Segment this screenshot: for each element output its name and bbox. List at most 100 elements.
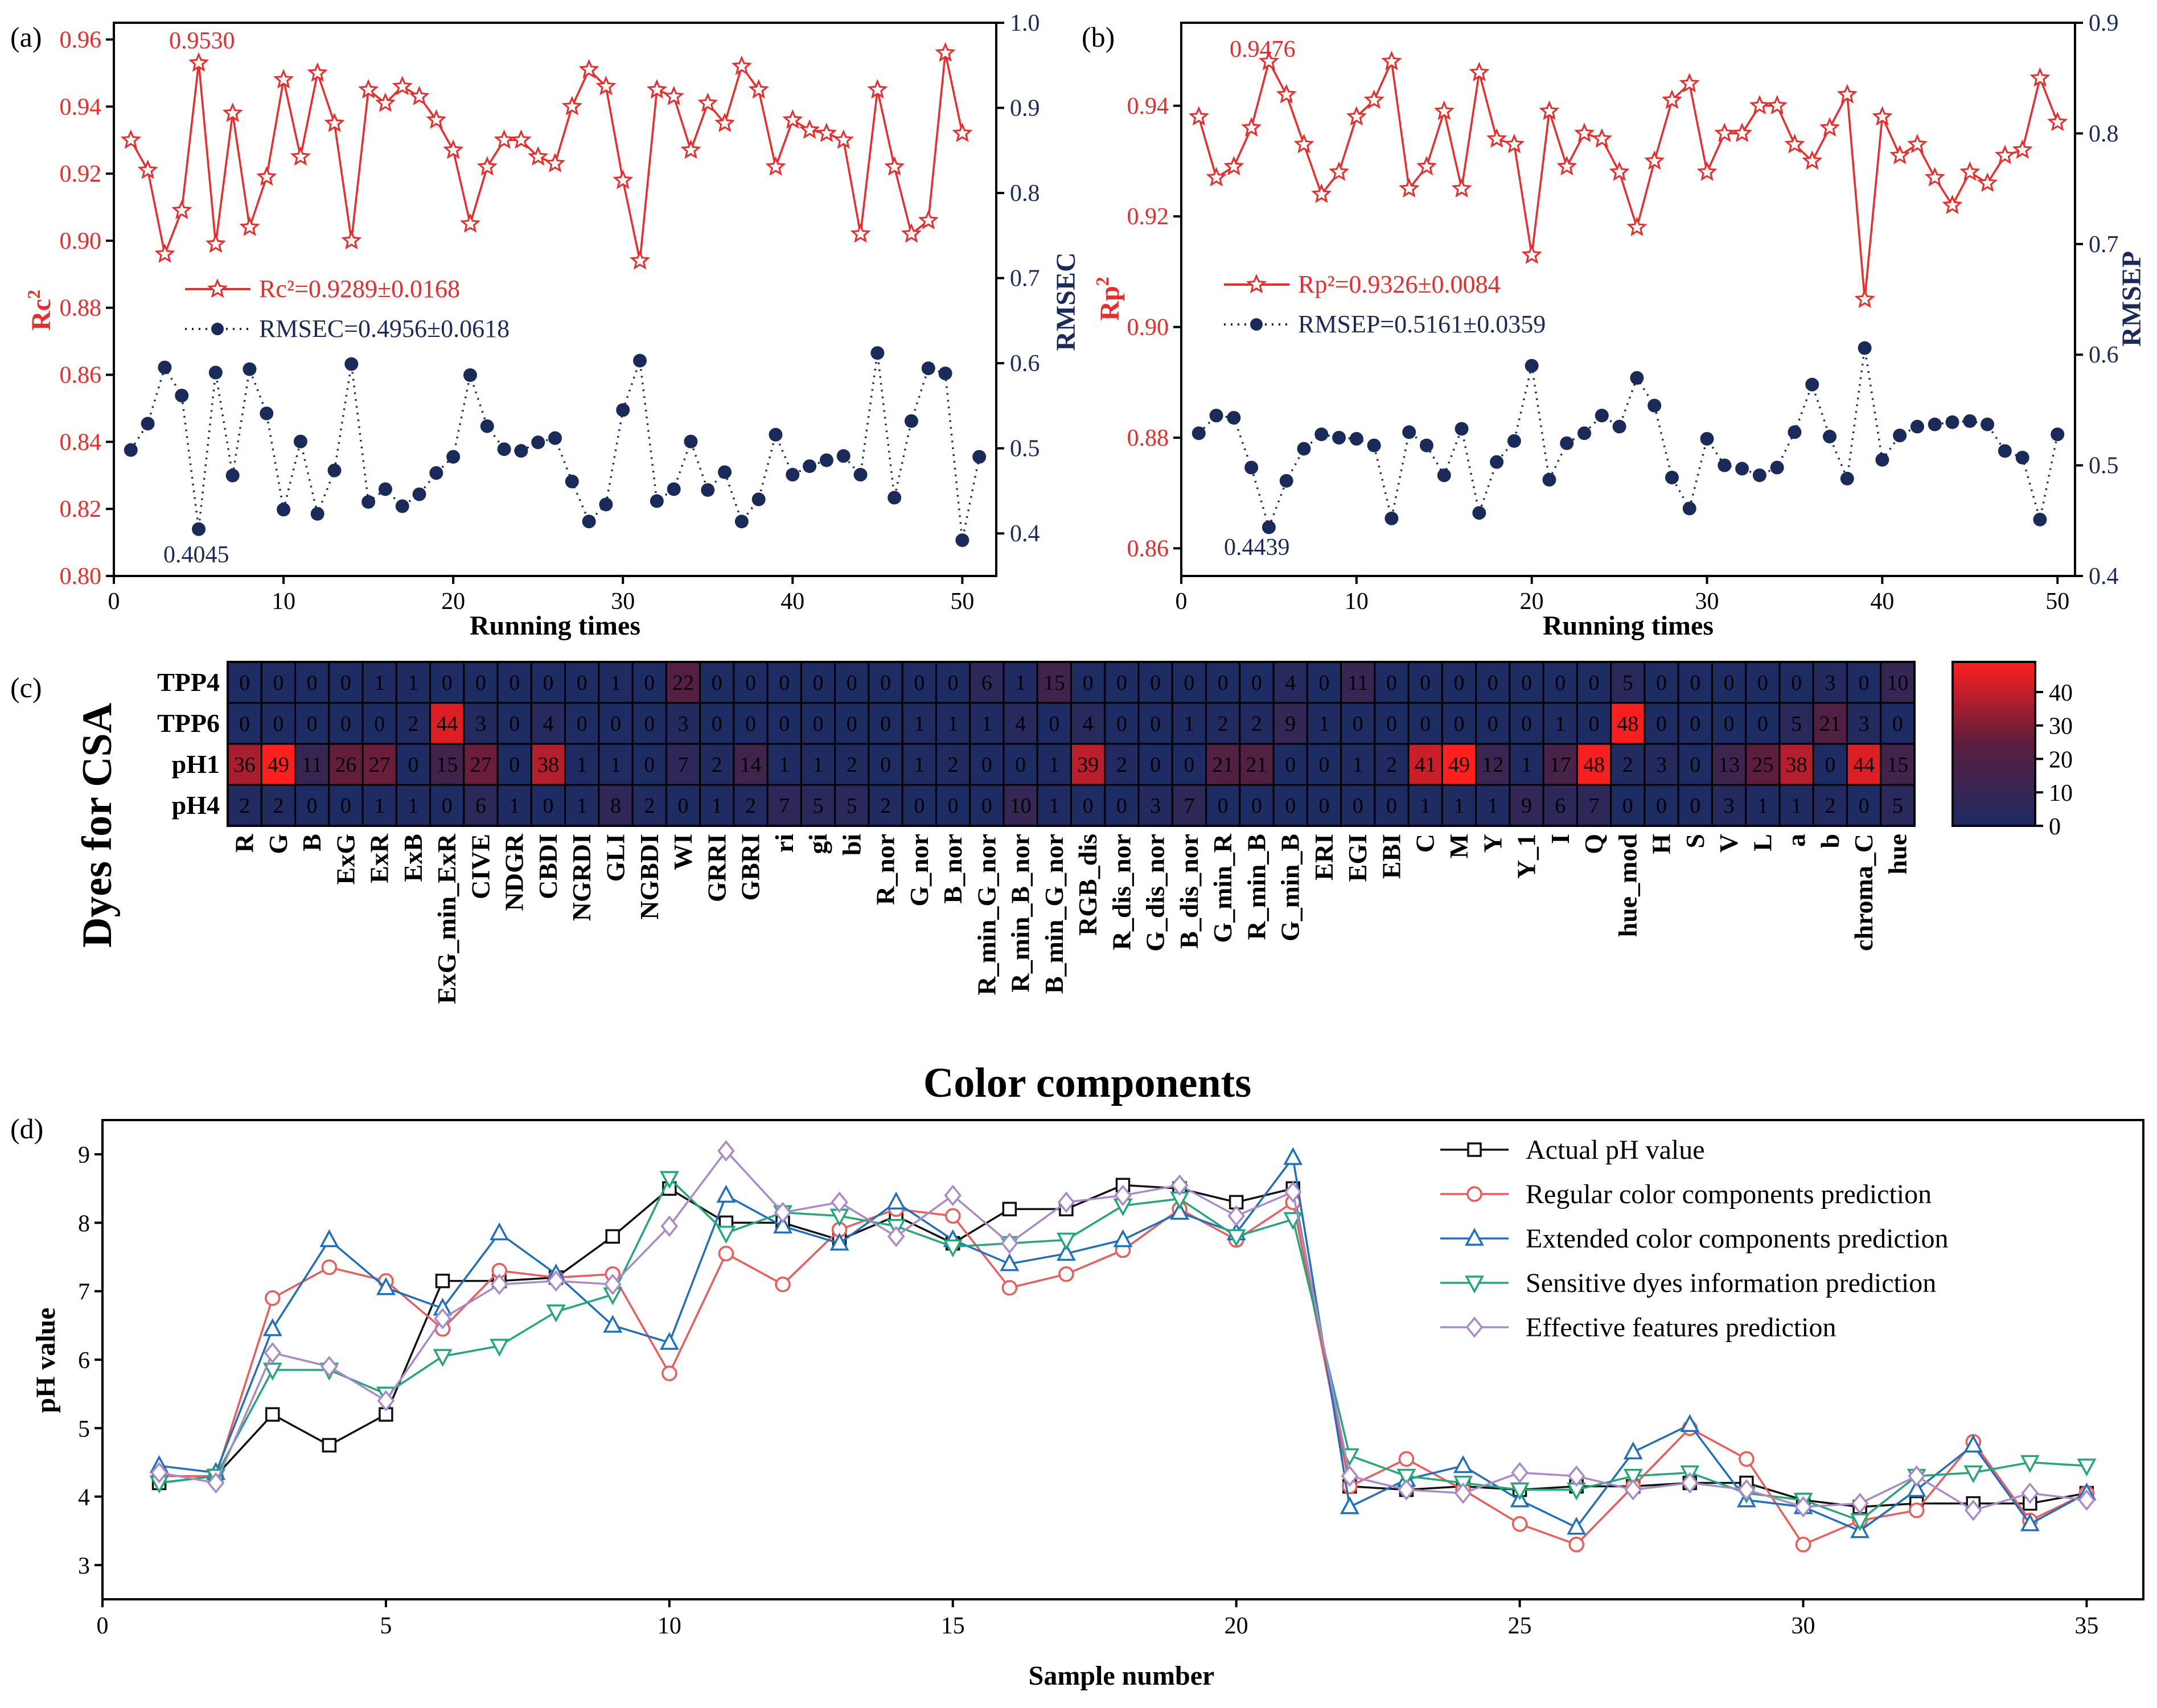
chart-b-point-left — [1944, 197, 1961, 212]
chart-a-point-left — [462, 216, 479, 231]
chart-a-xtick-label: 0 — [108, 588, 120, 615]
chart-b-point-right — [1805, 378, 1819, 392]
chart-a-point-right — [243, 363, 256, 376]
chart-d-point — [266, 1408, 279, 1421]
chart-b-point-left — [1471, 64, 1488, 80]
heatmap-column-label: NDGR — [500, 833, 529, 911]
chart-a-point-right — [463, 368, 477, 382]
chart-b-point-right — [1262, 520, 1276, 534]
chart-a-point-left — [139, 162, 156, 177]
chart-b-point-right — [1735, 462, 1749, 475]
chart-a-point-right — [684, 435, 697, 448]
chart-a-ytick-left-label: 0.80 — [60, 563, 102, 590]
chart-d-legend: Actual pH valueRegular color components … — [1440, 1135, 1948, 1343]
heatmap-cell-value: 1 — [577, 794, 587, 818]
chart-d-legend-marker — [1468, 1143, 1481, 1156]
chart-b-ytick-right-label: 0.5 — [2089, 453, 2119, 479]
chart-a-point-right — [972, 450, 986, 464]
heatmap-row-label: pH1 — [172, 750, 220, 779]
heatmap-column-label: RGB_dis — [1073, 834, 1102, 936]
heatmap-cell-value: 2 — [948, 753, 959, 777]
heatmap-cell-value: 0 — [1318, 671, 1329, 695]
chart-d-xtick-label: 10 — [658, 1613, 681, 1639]
chart-b-ytick-right-label: 0.9 — [2089, 10, 2119, 36]
chart-b-point-right — [1875, 453, 1889, 467]
heatmap-cell-value: 0 — [1859, 671, 1870, 695]
chart-a-point-right — [498, 442, 511, 456]
chart-a-point-left — [309, 64, 326, 80]
chart-a-point-left — [784, 112, 801, 127]
heatmap-cell-value: 0 — [1622, 794, 1633, 818]
heatmap-cell-value: 1 — [408, 794, 418, 818]
heatmap-cell-value: 14 — [740, 753, 762, 777]
chart-b-point-right — [1244, 460, 1258, 474]
heatmap-cell-value: 0 — [1420, 712, 1431, 736]
chart-a-line-right — [131, 353, 979, 540]
chart-b-ylabel-right: RMSEP — [2117, 251, 2147, 347]
heatmap-column-label: chroma_C — [1849, 834, 1878, 951]
heatmap-column-label: G_dis_nor — [1141, 834, 1170, 952]
chart-d-xtick-label: 15 — [941, 1613, 965, 1639]
chart-a-point-left — [445, 142, 462, 157]
chart-a-point-left — [683, 142, 699, 157]
heatmap-cell-value: 49 — [268, 753, 289, 777]
chart-b-point-right — [1350, 432, 1363, 446]
heatmap-cell-value: 5 — [847, 794, 857, 818]
heatmap-column-label: B — [297, 834, 326, 851]
chart-b-point-right — [1210, 409, 1223, 422]
chart-b-point-left — [1243, 120, 1260, 135]
heatmap-cell-value: 1 — [1015, 671, 1026, 695]
chart-b-ylabel-left: Rp2 — [1092, 277, 1125, 320]
chart-b-frame — [1181, 23, 2075, 576]
chart-d-ytick-label: 4 — [78, 1485, 90, 1511]
heatmap-column-label: R_min_B — [1242, 834, 1271, 940]
heatmap-cell-value: 6 — [981, 671, 992, 695]
heatmap-cell-value: 0 — [1150, 753, 1161, 777]
heatmap-cell-value: 44 — [436, 712, 458, 736]
chart-a-ytick-right-label: 0.8 — [1010, 180, 1040, 207]
chart-b-ytick-right-label: 0.6 — [2089, 342, 2119, 368]
heatmap-cell-value: 26 — [335, 753, 356, 777]
heatmap-cell-value: 2 — [1116, 753, 1127, 777]
heatmap-cell-value: 0 — [475, 671, 486, 695]
chart-b-point-left — [1436, 103, 1453, 118]
heatmap-column-label: V — [1714, 834, 1743, 853]
heatmap-cell-value: 0 — [644, 712, 655, 736]
chart-b-point-left — [1997, 147, 2014, 162]
chart-d-point — [2078, 1459, 2094, 1474]
heatmap-cell-value: 17 — [1550, 753, 1571, 777]
chart-b-point-left — [1611, 163, 1628, 179]
chart-d-xtick-label: 5 — [380, 1613, 392, 1639]
heatmap-cell-value: 0 — [1386, 712, 1397, 736]
chart-b-point-right — [1314, 427, 1328, 441]
chart-d-point — [323, 1439, 335, 1451]
chart-a-point-right — [820, 454, 833, 467]
chart-c-ylabel: Dyes for CSA — [74, 703, 121, 948]
heatmap-cell-value: 11 — [1347, 671, 1369, 695]
chart-a-point-left — [564, 98, 581, 113]
chart-a-point-right — [786, 468, 799, 481]
heatmap-cell-value: 0 — [1251, 671, 1262, 695]
heatmap-cell-value: 2 — [745, 794, 756, 818]
chart-a-point-right — [599, 497, 613, 511]
chart-a-point-left — [496, 131, 512, 147]
heatmap-cell-value: 36 — [234, 753, 256, 777]
chart-a-point-right — [158, 361, 171, 374]
chart-d-point — [719, 1247, 733, 1261]
chart-b-point-left — [2014, 142, 2031, 157]
heatmap-cell-value: 15 — [436, 753, 458, 777]
chart-d-legend-marker — [1467, 1318, 1482, 1336]
chart-b-point-right — [2033, 513, 2047, 526]
heatmap-cell-value: 0 — [1116, 712, 1127, 736]
heatmap-cell-value: 0 — [948, 671, 959, 695]
chart-b-point-right — [1577, 426, 1591, 440]
chart-a-xtick-label: 40 — [780, 588, 804, 615]
chart-a-point-left — [665, 88, 682, 104]
heatmap-cell-value: 0 — [948, 794, 959, 818]
chart-a-legend-label-0: Rc²=0.9289±0.0168 — [259, 275, 460, 303]
chart-a-point-left — [547, 155, 564, 170]
heatmap-cell-value: 0 — [644, 753, 655, 777]
heatmap-cell-value: 1 — [914, 753, 925, 777]
heatmap-cell-value: 1 — [914, 712, 925, 736]
heatmap-cell-value: 0 — [745, 712, 756, 736]
